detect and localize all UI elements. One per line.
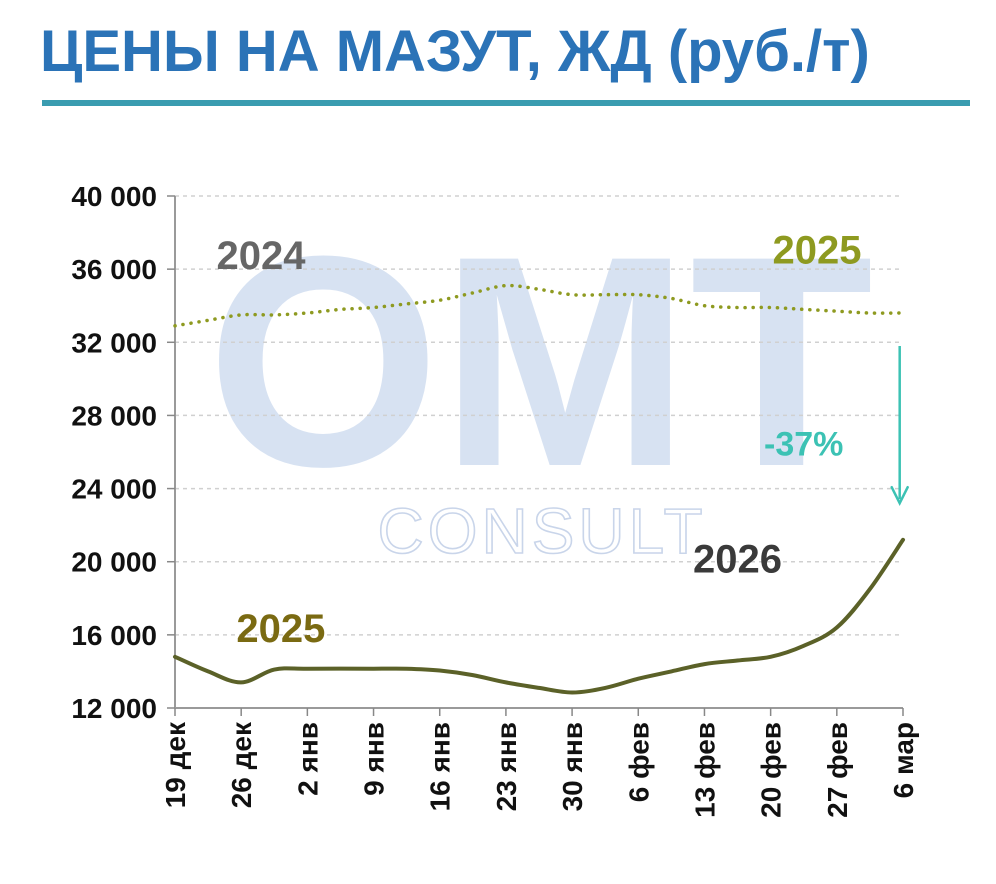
y-tick-label: 12 000 [71,693,157,724]
annotation-label: 2024 [217,234,307,278]
y-tick-label: 36 000 [71,254,157,285]
annotation-label: 2025 [772,229,861,273]
x-tick-label: 23 янв [491,722,522,811]
annotation-label: 2026 [693,538,782,582]
axes [174,196,903,709]
x-tick-label: 9 янв [359,722,390,796]
x-tick-label: 30 янв [557,722,588,811]
series-lines [173,283,905,695]
title-underline [42,100,970,106]
x-tick-label: 19 дек [160,721,191,808]
x-tick-label: 20 фев [756,722,787,818]
annotation-label: -37% [764,426,843,464]
x-tick-label: 26 дек [226,721,257,808]
grid-lines [175,195,903,636]
series-line-2026-solid [173,537,905,695]
annotations: 2024 2025 2025 2026 -37% [217,229,909,651]
x-tick-label: 2 янв [292,722,323,796]
y-tick-label: 24 000 [71,474,157,505]
change-arrow-head [890,485,909,506]
x-tick-label: 16 янв [425,722,456,811]
x-tick-label: 27 фев [822,722,853,818]
y-axis-ticks: 12 000 16 000 20 000 24 000 28 000 32 000 36 0… [71,181,175,724]
y-tick-label: 28 000 [71,400,157,431]
x-axis-ticks: 19 дек 26 дек 2 янв 9 янв 16 янв 23 янв 30 янв… [160,708,919,818]
y-tick-label: 32 000 [71,327,157,358]
y-tick-label: 20 000 [71,547,157,578]
watermark-main: OMT [207,193,874,529]
x-tick-label: 6 мар [888,722,919,798]
x-tick-label: 6 фев [623,722,654,802]
y-tick-label: 16 000 [71,620,157,651]
x-tick-label: 13 фев [689,722,720,818]
page-title: ЦЕНЫ НА МАЗУТ, ЖД (руб./т) [40,19,870,84]
annotation-label: 2025 [236,607,325,651]
y-tick-label: 40 000 [71,181,157,212]
watermark-sub: CONSULT [377,495,706,567]
